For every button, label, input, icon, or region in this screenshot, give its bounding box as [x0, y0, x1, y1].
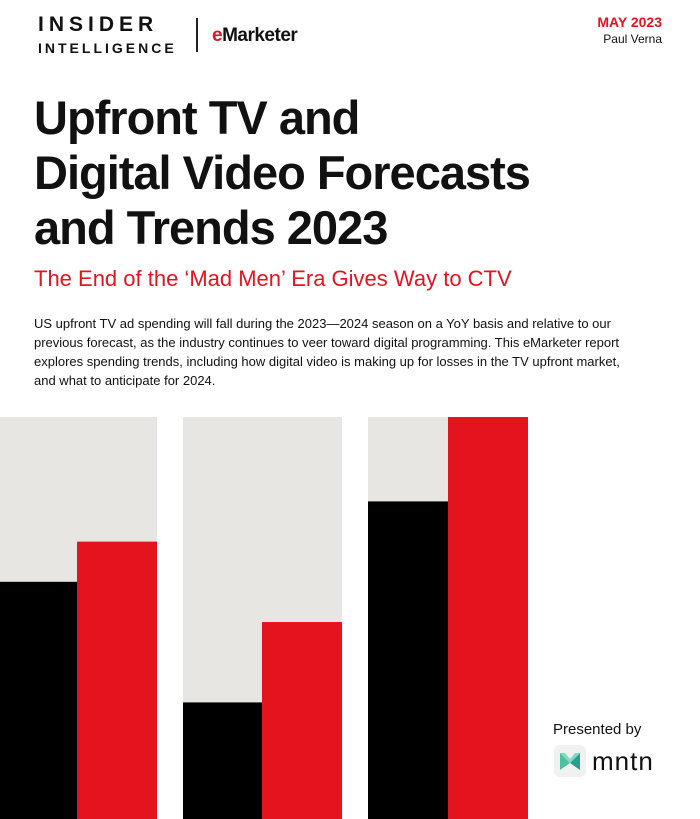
- bar-background-2: [183, 417, 342, 819]
- report-date: MAY 2023: [597, 14, 662, 30]
- black-bar-1: [0, 581, 77, 819]
- logo-divider: [196, 18, 198, 52]
- presented-by-label: Presented by: [553, 721, 642, 738]
- red-bar-2: [262, 622, 342, 819]
- report-author: Paul Verna: [603, 32, 662, 46]
- bar-background-3: [368, 417, 528, 819]
- bar-group: [0, 417, 528, 819]
- report-meta: MAY 2023 Paul Verna: [597, 14, 662, 46]
- emarketer-logo-text: Marketer: [222, 25, 298, 46]
- bar-background-1: [0, 417, 157, 819]
- report-title: Upfront TV and Digital Video Forecasts a…: [34, 90, 654, 255]
- logo-line-insider: INSIDER: [38, 13, 159, 36]
- title-line-1: Upfront TV and: [34, 91, 360, 144]
- sponsor-name: mntn: [592, 745, 654, 776]
- report-subtitle: The End of the ‘Mad Men’ Era Gives Way t…: [34, 266, 512, 291]
- insider-intelligence-logo: INSIDER INTELLIGENCE: [38, 14, 177, 55]
- emarketer-logo-e: e: [212, 25, 223, 46]
- emarketer-logo: eMarketer: [212, 25, 298, 47]
- black-bar-3: [368, 501, 448, 819]
- logo-line-intelligence: INTELLIGENCE: [38, 40, 177, 56]
- red-bar-3: [448, 417, 528, 819]
- title-line-3: and Trends 2023: [34, 201, 388, 254]
- report-summary: US upfront TV ad spending will fall duri…: [34, 316, 620, 388]
- sponsor-logo: mntn: [554, 745, 654, 777]
- title-line-2: Digital Video Forecasts: [34, 146, 531, 199]
- red-bar-1: [77, 541, 157, 819]
- black-bar-2: [183, 702, 262, 819]
- mntn-logo-icon: [554, 745, 586, 777]
